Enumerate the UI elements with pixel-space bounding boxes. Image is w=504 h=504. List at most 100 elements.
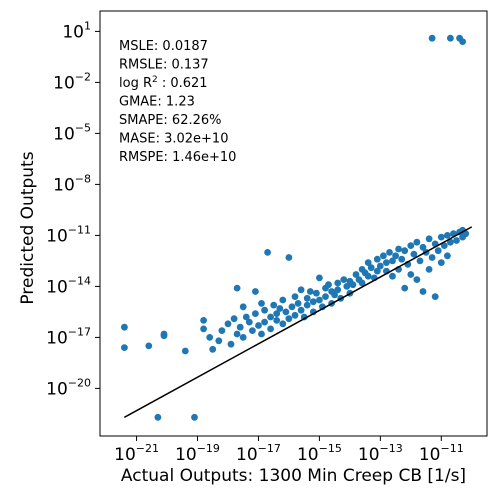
data-point <box>444 232 451 239</box>
data-point <box>316 296 323 304</box>
data-point <box>364 259 372 266</box>
data-point <box>303 294 311 302</box>
x-tick-label: 10−11 <box>419 442 464 465</box>
x-axis-label: Actual Outputs: 1300 Min Creep CB [1/s] <box>121 466 466 486</box>
data-point <box>279 296 287 304</box>
data-point <box>428 254 436 261</box>
data-point <box>261 318 268 326</box>
data-point <box>181 347 189 355</box>
data-point <box>334 279 342 287</box>
plot-area <box>99 10 488 437</box>
data-point <box>291 311 299 319</box>
data-point <box>437 233 445 241</box>
data-point <box>398 255 406 263</box>
data-point <box>367 264 375 272</box>
data-point <box>434 247 442 255</box>
y-tick-label: 10−8 <box>53 172 91 195</box>
data-point <box>389 272 396 280</box>
x-tick-label: 10−13 <box>358 442 403 465</box>
data-point <box>389 257 396 265</box>
data-point <box>453 237 460 244</box>
data-point <box>410 250 418 258</box>
data-point <box>249 327 256 334</box>
data-point <box>154 413 162 421</box>
metrics-box: MSLE: 0.0187 RMSLE: 0.137 log R2 : 0.621 GM… <box>119 39 236 165</box>
data-point <box>440 242 448 250</box>
data-point <box>291 293 299 300</box>
data-point <box>413 276 421 283</box>
data-point <box>261 306 268 314</box>
data-point <box>236 323 244 331</box>
data-point <box>252 310 259 317</box>
metric-text: RMSPE: 1.46e+10 <box>119 150 236 165</box>
data-point <box>316 274 323 282</box>
data-point <box>264 249 271 256</box>
y-tick-label: 101 <box>62 19 91 42</box>
data-point <box>364 272 372 280</box>
data-point <box>206 334 214 341</box>
y-tick-label: 10−14 <box>46 274 91 297</box>
data-point <box>313 289 320 297</box>
data-point <box>227 340 235 348</box>
data-point <box>233 284 241 292</box>
data-point <box>334 286 342 294</box>
data-point <box>215 337 223 345</box>
data-point <box>447 238 454 246</box>
metric-text: GMAE: 1.23 <box>119 95 195 110</box>
data-point <box>145 342 153 350</box>
data-point <box>224 320 232 328</box>
data-point <box>325 281 332 289</box>
data-point <box>294 300 302 307</box>
x-axis-ticks: 10−21 10−19 10−17 10−15 10−13 10−11 <box>114 436 464 465</box>
data-point <box>392 252 399 260</box>
data-point <box>160 332 168 340</box>
data-point <box>233 330 241 338</box>
data-point <box>413 238 421 246</box>
data-point <box>297 286 305 294</box>
data-point <box>407 242 415 250</box>
data-point <box>270 301 278 309</box>
data-point <box>343 283 351 290</box>
data-point <box>258 330 265 338</box>
y-tick-label: 10−11 <box>46 223 91 246</box>
data-point <box>273 310 281 317</box>
data-point <box>285 254 293 261</box>
x-tick-label: 10−19 <box>175 442 220 465</box>
data-point <box>267 313 274 321</box>
data-point <box>444 252 451 260</box>
data-point <box>376 262 384 270</box>
data-point <box>447 34 454 42</box>
data-point <box>300 313 308 321</box>
data-point <box>303 301 311 309</box>
data-point <box>340 276 348 283</box>
data-point <box>200 317 208 324</box>
data-point <box>425 266 433 273</box>
data-point <box>309 298 317 306</box>
x-tick-label: 10−21 <box>114 442 159 465</box>
data-point <box>331 291 338 299</box>
metric-text: SMAPE: 62.26% <box>119 113 222 128</box>
y-tick-label: 10−5 <box>53 121 91 144</box>
data-point <box>288 303 296 311</box>
data-point <box>276 305 284 312</box>
data-point <box>401 247 409 255</box>
data-point <box>358 279 366 287</box>
data-point <box>245 318 253 326</box>
y-tick-label: 10−20 <box>46 376 91 399</box>
data-point <box>273 317 281 324</box>
data-point <box>218 327 226 334</box>
data-point <box>200 325 208 333</box>
y-tick-label: 10−17 <box>46 325 91 348</box>
data-point <box>285 315 293 323</box>
data-point <box>425 235 433 243</box>
data-point <box>373 255 381 263</box>
data-point <box>279 320 287 328</box>
data-point <box>239 303 247 311</box>
data-point <box>407 271 415 278</box>
data-point <box>121 323 128 331</box>
metric-text: MASE: 3.02e+10 <box>119 132 228 147</box>
data-point <box>267 325 274 333</box>
y-axis-ticks: 101 10−2 10−5 10−8 10−11 10−14 10−17 10−20 <box>46 19 100 399</box>
x-tick-label: 10−15 <box>297 442 342 465</box>
data-point <box>428 34 436 42</box>
